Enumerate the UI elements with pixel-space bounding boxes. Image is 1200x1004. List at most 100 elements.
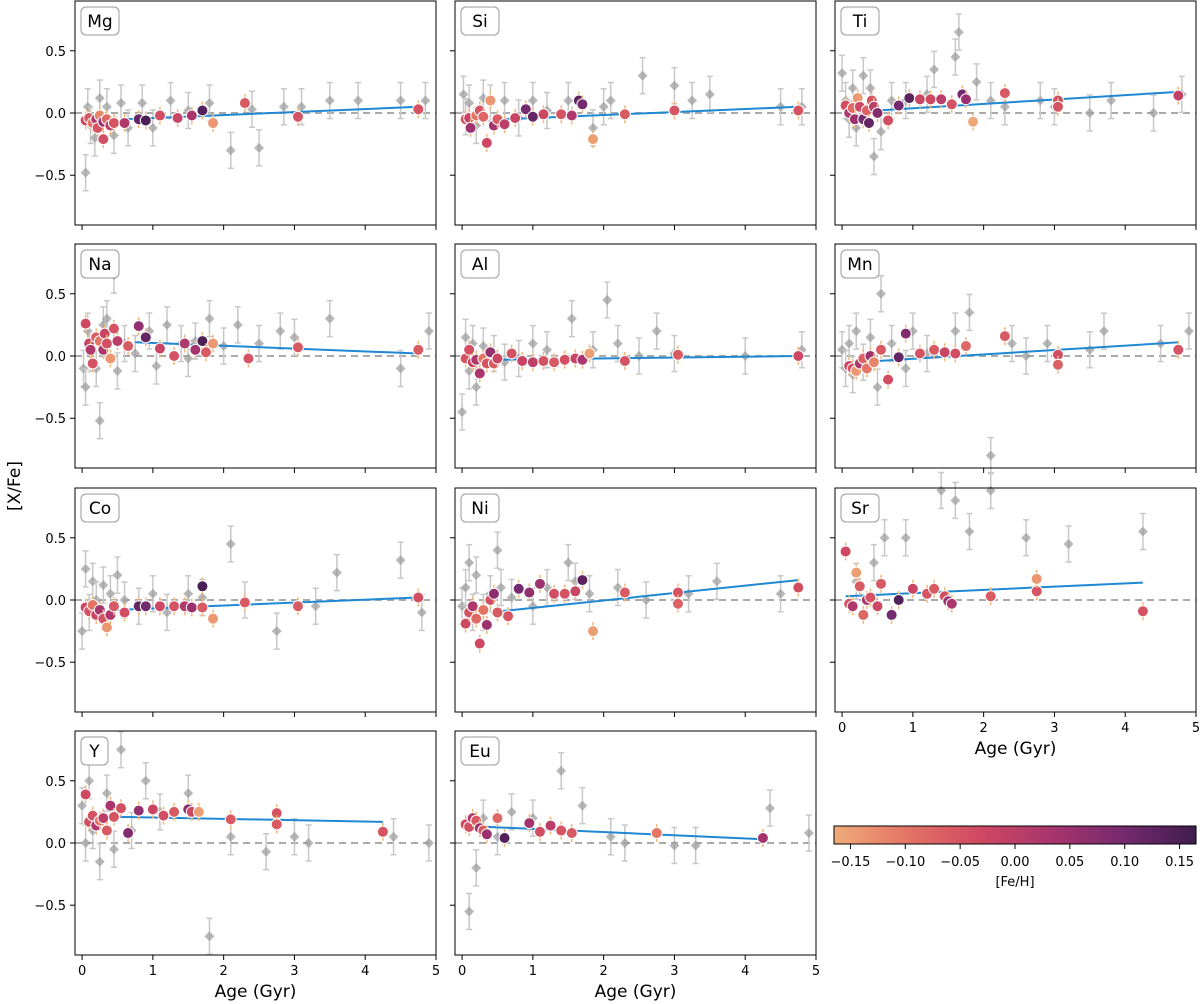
y-tick-label: 0.0 bbox=[45, 594, 66, 609]
sample-point bbox=[139, 331, 152, 344]
sample-point bbox=[192, 805, 205, 818]
x-tick-label: 0 bbox=[458, 964, 466, 979]
sample-point bbox=[558, 353, 571, 366]
sample-point bbox=[100, 824, 113, 837]
reference-point bbox=[423, 326, 434, 337]
reference-point bbox=[1021, 532, 1032, 543]
reference-point bbox=[289, 831, 300, 842]
reference-points bbox=[837, 275, 1194, 475]
sample-point bbox=[480, 618, 493, 631]
reference-point bbox=[886, 338, 897, 349]
reference-point bbox=[690, 840, 701, 851]
colorbar: −0.15 −0.10 −0.05 0.00 0.05 0.10 0.15 [Fe/H] bbox=[831, 825, 1197, 890]
x-tick-label: 4 bbox=[361, 964, 369, 979]
reference-point bbox=[950, 52, 961, 62]
sample-point bbox=[853, 580, 866, 593]
sample-point bbox=[892, 351, 905, 364]
colorbar-tick-label: 0.10 bbox=[1110, 855, 1139, 870]
sample-point bbox=[464, 121, 477, 134]
reference-point bbox=[605, 95, 616, 106]
sample-point bbox=[153, 109, 166, 122]
reference-point bbox=[803, 828, 814, 838]
reference-point bbox=[900, 532, 911, 543]
reference-point bbox=[324, 313, 335, 324]
sample-point bbox=[906, 582, 919, 595]
reference-point bbox=[80, 838, 91, 848]
panel-mg: 0.5 0.0 −0.5 Mg bbox=[34, 0, 437, 230]
reference-point bbox=[423, 838, 434, 848]
sample-point bbox=[79, 317, 92, 330]
sample-point bbox=[477, 603, 490, 616]
sample-point bbox=[882, 373, 895, 386]
x-tick-label: 1 bbox=[529, 964, 537, 979]
reference-point bbox=[151, 361, 162, 371]
element-label: Na bbox=[88, 255, 111, 275]
reference-point bbox=[1021, 351, 1032, 361]
reference-point bbox=[971, 76, 982, 87]
sample-point bbox=[544, 819, 557, 832]
reference-point bbox=[953, 27, 964, 38]
sample-point bbox=[466, 600, 479, 613]
reference-point bbox=[669, 80, 680, 91]
sample-point bbox=[899, 327, 912, 340]
sample-point bbox=[118, 116, 131, 129]
reference-point bbox=[183, 788, 194, 799]
reference-point bbox=[137, 98, 148, 108]
reference-point bbox=[1084, 108, 1095, 118]
sample-point bbox=[412, 103, 425, 116]
sample-point bbox=[100, 337, 113, 350]
sample-point bbox=[509, 111, 522, 124]
reference-point bbox=[94, 856, 105, 867]
y-tick-label: 0.5 bbox=[45, 532, 66, 547]
reference-point bbox=[101, 101, 112, 112]
reference-point bbox=[77, 800, 88, 811]
reference-point bbox=[669, 840, 680, 851]
sample-point bbox=[505, 347, 518, 360]
reference-point bbox=[711, 576, 722, 587]
sample-point bbox=[97, 133, 110, 146]
sample-point bbox=[107, 322, 120, 335]
sample-point bbox=[587, 133, 600, 146]
sample-point bbox=[882, 114, 895, 127]
x-axis-label: Age (Gyr) bbox=[215, 982, 297, 1002]
panel-eu: 0 1 2 3 4 5 Age (Gyr) Eu bbox=[450, 730, 820, 1002]
panel-mn: Mn bbox=[830, 243, 1197, 475]
colorbar-tick-label: 0.00 bbox=[1001, 855, 1030, 870]
reference-point bbox=[542, 344, 552, 355]
sample-point bbox=[756, 832, 769, 845]
sample-point bbox=[671, 597, 684, 610]
sample-point bbox=[139, 600, 152, 613]
reference-point bbox=[865, 332, 876, 343]
y-tick-label: −0.5 bbox=[34, 656, 66, 671]
sample-points bbox=[843, 324, 1185, 389]
reference-point bbox=[879, 532, 890, 543]
reference-point bbox=[116, 744, 126, 755]
sample-point bbox=[238, 596, 251, 609]
sample-point bbox=[196, 104, 209, 117]
reference-point bbox=[101, 788, 112, 799]
reference-point bbox=[464, 906, 475, 917]
sample-points bbox=[79, 785, 389, 843]
sample-point bbox=[913, 93, 926, 106]
sample-point bbox=[618, 354, 631, 367]
sample-point bbox=[412, 343, 425, 356]
y-tick-label: 0.5 bbox=[45, 775, 66, 790]
sample-point bbox=[565, 109, 578, 122]
reference-point bbox=[837, 68, 848, 79]
panel-y: 0.5 0.0 −0.5 0 1 2 3 4 5 Age (Gyr) Y bbox=[34, 730, 440, 1002]
reference-point bbox=[165, 95, 176, 106]
reference-point bbox=[1063, 539, 1074, 549]
x-tick-label: 2 bbox=[980, 721, 988, 736]
sample-points bbox=[839, 84, 1185, 132]
sample-point bbox=[463, 343, 476, 356]
sample-point bbox=[519, 103, 532, 116]
reference-point bbox=[556, 765, 567, 776]
sample-point bbox=[376, 825, 389, 838]
reference-point bbox=[84, 775, 95, 786]
sample-point bbox=[938, 346, 951, 359]
sample-point bbox=[857, 608, 870, 621]
x-tick-label: 1 bbox=[909, 721, 917, 736]
element-label: Sr bbox=[851, 499, 869, 519]
sample-point bbox=[555, 824, 568, 837]
sample-point bbox=[498, 118, 511, 131]
